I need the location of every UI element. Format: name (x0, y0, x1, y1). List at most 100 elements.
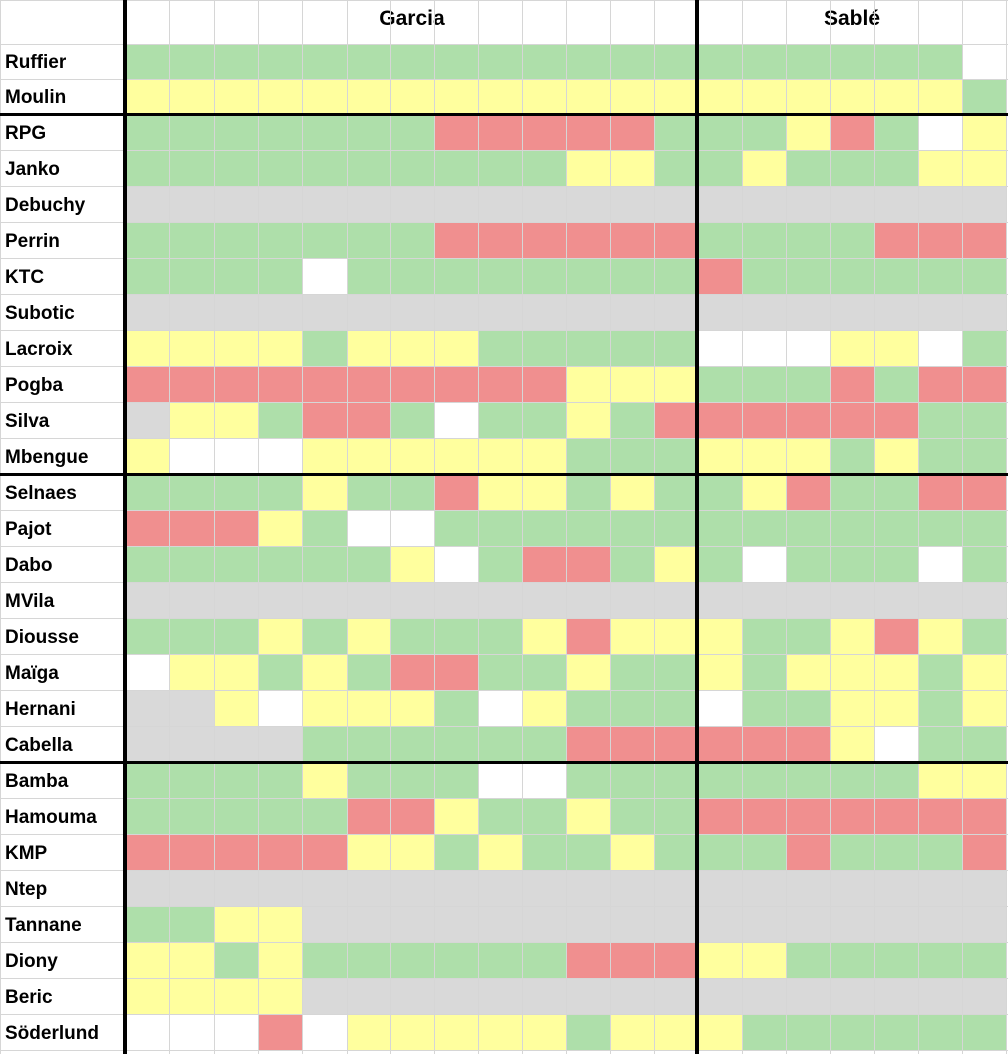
grid-cell[interactable] (830, 258, 874, 294)
grid-cell[interactable] (169, 618, 214, 654)
grid-cell[interactable] (566, 258, 610, 294)
grid-cell[interactable] (786, 798, 830, 834)
grid-cell[interactable] (434, 474, 478, 510)
grid-cell[interactable] (786, 942, 830, 978)
grid-cell[interactable] (566, 870, 610, 906)
grid-cell[interactable] (126, 330, 169, 366)
grid-cell[interactable] (214, 474, 258, 510)
grid-cell[interactable] (654, 222, 698, 258)
grid-cell[interactable] (390, 222, 434, 258)
grid-cell[interactable] (434, 762, 478, 798)
grid-cell[interactable] (390, 510, 434, 546)
grid-cell[interactable] (610, 906, 654, 942)
grid-cell[interactable] (962, 654, 1006, 690)
grid-cell[interactable] (258, 582, 302, 618)
grid-cell[interactable] (918, 726, 962, 762)
grid-cell[interactable] (698, 438, 742, 474)
grid-cell[interactable] (258, 438, 302, 474)
grid-cell[interactable] (742, 510, 786, 546)
grid-cell[interactable] (610, 402, 654, 438)
grid-cell[interactable] (918, 1014, 962, 1050)
grid-cell[interactable] (478, 654, 522, 690)
grid-cell[interactable] (302, 870, 347, 906)
grid-cell[interactable] (830, 654, 874, 690)
grid-cell[interactable] (478, 762, 522, 798)
grid-cell[interactable] (610, 258, 654, 294)
grid-cell[interactable] (874, 474, 918, 510)
grid-cell[interactable] (566, 79, 610, 114)
grid-cell[interactable] (478, 978, 522, 1014)
grid-cell[interactable] (786, 474, 830, 510)
grid-cell[interactable] (874, 906, 918, 942)
grid-cell[interactable] (478, 366, 522, 402)
grid-cell[interactable] (169, 222, 214, 258)
grid-cell[interactable] (962, 510, 1006, 546)
grid-cell[interactable] (698, 906, 742, 942)
grid-cell[interactable] (478, 582, 522, 618)
grid-cell[interactable] (390, 402, 434, 438)
grid-cell[interactable] (214, 1014, 258, 1050)
grid-cell[interactable] (126, 942, 169, 978)
grid-cell[interactable] (169, 186, 214, 222)
grid-cell[interactable] (566, 222, 610, 258)
grid-cell[interactable] (610, 618, 654, 654)
grid-cell[interactable] (302, 762, 347, 798)
grid-cell[interactable] (874, 726, 918, 762)
grid-cell[interactable] (918, 690, 962, 726)
grid-cell[interactable] (918, 222, 962, 258)
grid-cell[interactable] (698, 510, 742, 546)
grid-cell[interactable] (390, 438, 434, 474)
grid-cell[interactable] (654, 79, 698, 114)
grid-cell[interactable] (522, 1014, 566, 1050)
grid-cell[interactable] (698, 150, 742, 186)
grid-cell[interactable] (169, 942, 214, 978)
grid-cell[interactable] (126, 762, 169, 798)
grid-cell[interactable] (962, 798, 1006, 834)
grid-cell[interactable] (918, 44, 962, 79)
grid-cell[interactable] (918, 654, 962, 690)
grid-cell[interactable] (962, 582, 1006, 618)
grid-cell[interactable] (874, 258, 918, 294)
grid-cell[interactable] (214, 330, 258, 366)
grid-cell[interactable] (214, 834, 258, 870)
grid-cell[interactable] (302, 798, 347, 834)
grid-cell[interactable] (434, 654, 478, 690)
grid-cell[interactable] (962, 402, 1006, 438)
grid-cell[interactable] (478, 294, 522, 330)
grid-cell[interactable] (169, 654, 214, 690)
grid-cell[interactable] (126, 114, 169, 150)
grid-cell[interactable] (566, 1014, 610, 1050)
grid-cell[interactable] (786, 222, 830, 258)
grid-cell[interactable] (742, 150, 786, 186)
grid-cell[interactable] (566, 798, 610, 834)
grid-cell[interactable] (830, 44, 874, 79)
grid-cell[interactable] (390, 114, 434, 150)
grid-cell[interactable] (654, 546, 698, 582)
grid-cell[interactable] (258, 474, 302, 510)
grid-cell[interactable] (169, 690, 214, 726)
grid-cell[interactable] (610, 366, 654, 402)
grid-cell[interactable] (126, 654, 169, 690)
grid-cell[interactable] (478, 330, 522, 366)
grid-cell[interactable] (918, 114, 962, 150)
grid-cell[interactable] (258, 654, 302, 690)
grid-cell[interactable] (698, 726, 742, 762)
grid-cell[interactable] (169, 798, 214, 834)
grid-cell[interactable] (610, 942, 654, 978)
grid-cell[interactable] (390, 726, 434, 762)
grid-cell[interactable] (786, 906, 830, 942)
grid-cell[interactable] (126, 294, 169, 330)
grid-cell[interactable] (918, 762, 962, 798)
grid-cell[interactable] (478, 44, 522, 79)
grid-cell[interactable] (169, 1014, 214, 1050)
grid-cell[interactable] (698, 870, 742, 906)
grid-cell[interactable] (962, 150, 1006, 186)
grid-cell[interactable] (654, 654, 698, 690)
grid-cell[interactable] (698, 834, 742, 870)
grid-cell[interactable] (522, 150, 566, 186)
grid-cell[interactable] (347, 618, 390, 654)
grid-cell[interactable] (347, 798, 390, 834)
grid-cell[interactable] (830, 942, 874, 978)
grid-cell[interactable] (786, 582, 830, 618)
grid-cell[interactable] (126, 618, 169, 654)
